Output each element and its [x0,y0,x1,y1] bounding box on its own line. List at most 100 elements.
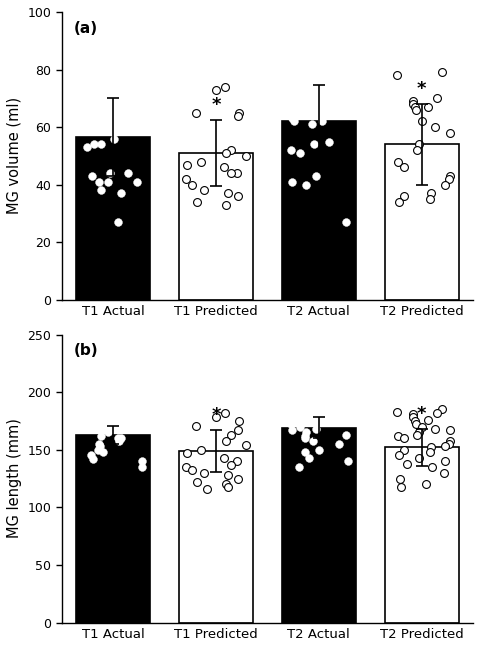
Point [116,119,124,130]
Point [192,108,200,118]
Y-axis label: MG volume (ml): MG volume (ml) [7,97,22,214]
Point [400,445,408,455]
Point [227,168,234,178]
Point [422,479,430,489]
Point [318,408,325,418]
Point [89,454,96,464]
Point [442,441,449,452]
Point [308,412,315,422]
Point [287,419,295,430]
Point [394,431,402,441]
Point [413,145,421,156]
Point [309,435,317,446]
Point [193,477,201,487]
Text: (b): (b) [74,343,99,358]
Point [431,424,438,434]
Point [234,110,241,121]
Point [345,67,353,78]
Point [315,445,323,455]
Point [94,445,102,455]
Point [300,433,308,443]
Point [200,185,207,196]
Point [222,148,230,158]
Point [224,470,231,480]
Point [236,108,243,118]
Point [106,418,113,428]
Point [342,217,350,227]
Point [427,188,434,198]
Point [438,404,446,415]
Point [411,416,419,426]
Point [445,439,453,449]
Point [288,404,296,415]
Point [87,450,95,461]
Point [446,128,454,138]
Point [222,435,230,446]
Point [409,412,417,422]
Point [138,456,145,467]
Point [99,447,107,457]
Point [441,456,448,467]
Point [426,447,434,457]
Bar [179,451,253,623]
Point [133,177,141,187]
Point [124,416,132,426]
Point [221,408,229,418]
Point [287,145,295,156]
Point [182,174,190,184]
Point [345,393,353,403]
Bar [282,428,356,623]
Point [445,174,453,184]
Y-axis label: MG length (mm): MG length (mm) [7,419,22,538]
Point [394,156,402,167]
Bar [76,435,150,623]
Point [344,456,352,467]
Point [236,416,243,426]
Point [325,415,333,425]
Point [91,82,99,92]
Point [424,415,432,425]
Point [409,409,417,419]
Point [409,99,417,110]
Point [424,102,432,112]
Point [438,67,446,78]
Point [193,197,201,207]
Bar [384,145,459,300]
Point [188,179,196,190]
Point [108,116,116,126]
Point [400,433,408,443]
Point [124,168,132,178]
Point [419,116,426,126]
Point [228,430,235,440]
Point [135,404,143,415]
Point [242,440,250,450]
Point [104,427,112,437]
Bar [76,137,150,300]
Point [305,452,313,463]
Point [442,179,449,190]
Point [289,113,297,124]
Point [132,82,140,92]
Point [409,96,417,106]
Point [95,439,103,449]
Point [188,465,196,476]
Point [116,408,124,418]
Point [342,430,350,440]
Point [415,427,423,437]
Point [293,84,300,95]
Point [91,397,99,408]
Point [224,188,231,198]
Point [114,217,122,227]
Point [289,116,297,126]
Point [220,162,228,172]
Point [234,456,241,467]
Point [288,113,296,124]
Point [222,200,229,210]
Point [311,139,318,150]
Point [97,185,105,196]
Point [335,439,343,449]
Point [117,433,125,443]
Point [440,468,448,478]
Point [84,415,91,425]
Point [200,468,207,478]
